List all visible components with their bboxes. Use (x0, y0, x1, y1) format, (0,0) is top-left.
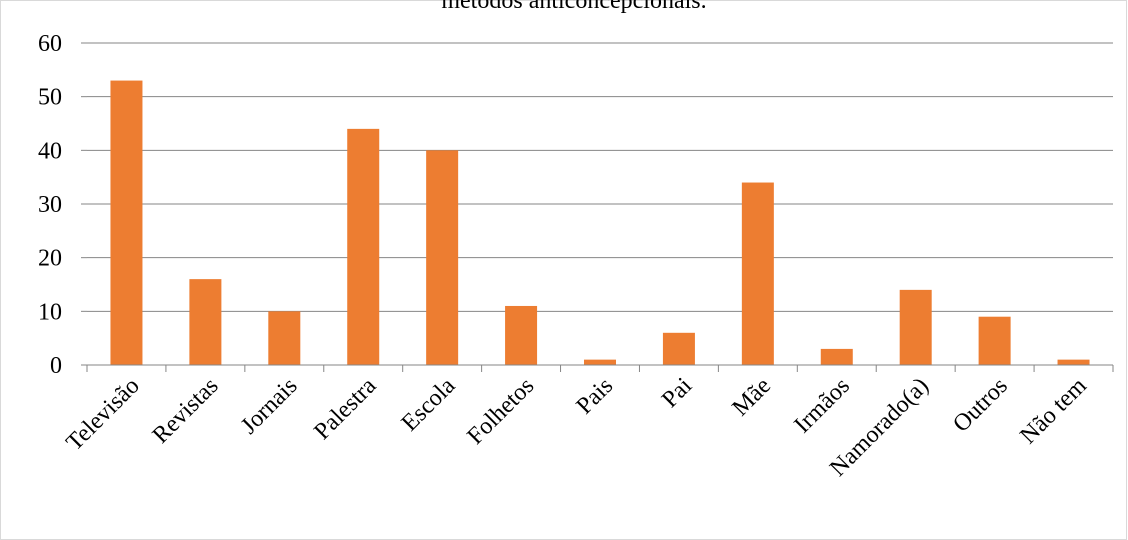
y-tick-label: 30 (38, 192, 62, 218)
bar (741, 182, 774, 365)
bar (662, 332, 695, 365)
bar (426, 150, 459, 365)
x-tick-label: Escola (397, 373, 461, 437)
bar (820, 348, 853, 365)
bar (899, 289, 932, 365)
x-tick-label: Mãe (728, 373, 777, 422)
x-tick-label: Pai (657, 373, 697, 413)
x-tick-label: Irmãos (789, 373, 855, 439)
x-tick-label: Não tem (1015, 373, 1092, 450)
chart-title: métodos anticoncepcionais. (441, 0, 706, 14)
bar (347, 128, 380, 365)
x-tick-label: Pais (572, 373, 619, 420)
bar (189, 279, 222, 365)
y-tick-label: 50 (38, 85, 62, 111)
bar (110, 80, 143, 366)
x-tick-label: Jornais (236, 373, 302, 439)
bar (978, 316, 1011, 365)
gridlines (87, 42, 1113, 312)
y-tick-label: 60 (38, 31, 62, 57)
x-tick-label: Outros (948, 373, 1013, 438)
bars (110, 80, 1090, 366)
x-axis: Televisão Revistas Jornais Palestra Escola Fo… (62, 364, 1114, 482)
x-tick-label: Televisão (62, 373, 145, 456)
y-axis: 0 10 20 30 40 50 60 (38, 31, 87, 379)
bar (584, 359, 616, 365)
bar (505, 305, 538, 365)
bar (1057, 359, 1090, 365)
y-tick-label: 0 (50, 353, 62, 379)
y-tick-label: 20 (38, 246, 62, 272)
y-tick-label: 40 (38, 138, 62, 164)
y-tick-label: 10 (38, 299, 62, 325)
x-tick-label: Folhetos (462, 373, 539, 450)
bar (268, 311, 301, 365)
x-tick-label: Palestra (309, 373, 381, 445)
x-tick-label: Revistas (148, 373, 224, 449)
